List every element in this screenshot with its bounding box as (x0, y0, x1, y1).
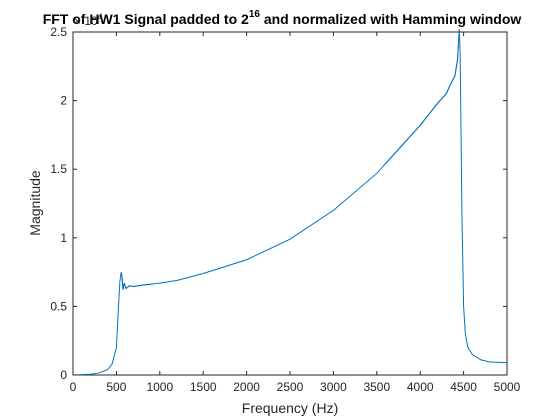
series-ripple-low (121, 274, 151, 289)
x-tick-label: 500 (106, 380, 126, 394)
y-axis-label: Magnitude (27, 170, 43, 236)
series-ripple-high (385, 44, 459, 165)
x-tick-label: 3500 (363, 380, 390, 394)
y-tick-label: 2 (60, 94, 67, 108)
title: FFT of HW1 Signal padded to 216 and norm… (43, 9, 522, 27)
trace-layer (72, 29, 508, 376)
y-exponent-power: 4 (98, 12, 103, 22)
y-tick-label: 0.5 (50, 299, 67, 313)
x-tick-label: 5000 (494, 380, 521, 394)
plot-area: 0 500 1000 1500 2000 2500 3000 3500 4000 4500 5000… (50, 25, 520, 394)
x-tick-label: 2000 (233, 380, 260, 394)
title-main: FFT of HW1 Signal padded to 2 (43, 11, 249, 27)
y-tick-label: 1.5 (50, 162, 67, 176)
x-tick-label: 1500 (190, 380, 217, 394)
y-tick-label: 0 (60, 368, 67, 382)
series-line-0 (72, 29, 508, 376)
axes-box (72, 31, 508, 376)
svg-text:× 104: × 104 (74, 12, 103, 28)
y-exponent-base: × 10 (74, 14, 98, 28)
y-ticks: 0 0.5 1 1.5 2 2.5 (50, 25, 507, 382)
y-tick-label: 1 (60, 231, 67, 245)
x-tick-label: 1000 (146, 380, 173, 394)
x-tick-label: 3000 (320, 380, 347, 394)
x-tick-label: 4500 (450, 380, 477, 394)
title-superscript: 16 (249, 9, 261, 20)
x-axis-label: Frequency (Hz) (242, 400, 338, 416)
title-suffix: and normalized with Hamming window (260, 11, 521, 27)
svg-text:FFT of HW1 Signal padded to 21: FFT of HW1 Signal padded to 216 and norm… (43, 9, 522, 27)
y-exponent-label: × 104 (74, 12, 103, 28)
x-ticks: 0 500 1000 1500 2000 2500 3000 3500 4000 4500 5000 (70, 32, 521, 394)
y-tick-label: 2.5 (50, 25, 67, 39)
x-tick-label: 4000 (407, 380, 434, 394)
x-tick-label: 2500 (277, 380, 304, 394)
x-tick-label: 0 (70, 380, 77, 394)
